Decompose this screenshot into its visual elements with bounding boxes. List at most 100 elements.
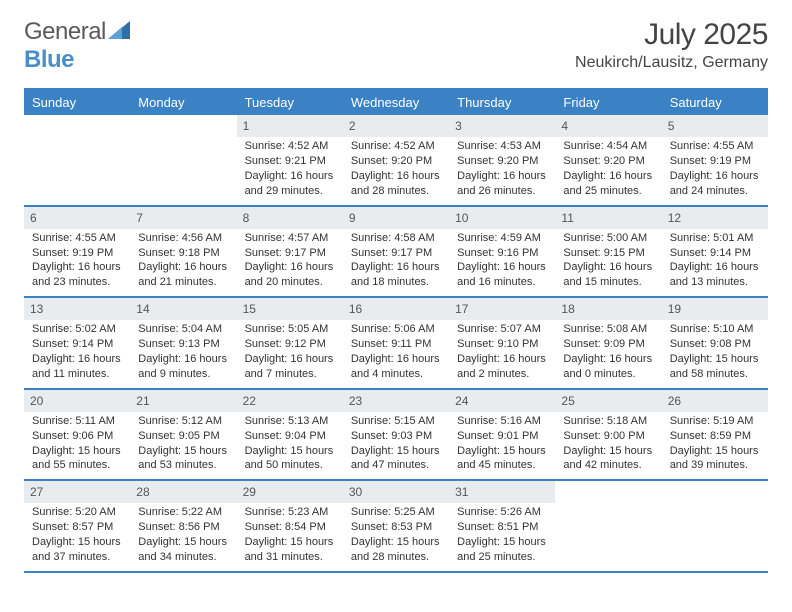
day-number: 9 — [343, 207, 449, 229]
daylight-text: and 39 minutes. — [670, 458, 760, 473]
daylight-text: Daylight: 16 hours — [670, 260, 760, 275]
sunset-text: Sunset: 9:19 PM — [670, 154, 760, 169]
daylight-text: and 0 minutes. — [563, 367, 653, 382]
daylight-text: Daylight: 15 hours — [245, 535, 335, 550]
day-cell: 12Sunrise: 5:01 AMSunset: 9:14 PMDayligh… — [662, 206, 768, 298]
week-row: 13Sunrise: 5:02 AMSunset: 9:14 PMDayligh… — [24, 297, 768, 389]
week-row: 6Sunrise: 4:55 AMSunset: 9:19 PMDaylight… — [24, 206, 768, 298]
day-cell: 15Sunrise: 5:05 AMSunset: 9:12 PMDayligh… — [237, 297, 343, 389]
sunrise-text: Sunrise: 4:56 AM — [138, 231, 228, 246]
day-number: 13 — [24, 298, 130, 320]
daylight-text: Daylight: 16 hours — [457, 169, 547, 184]
daylight-text: and 7 minutes. — [245, 367, 335, 382]
logo: General Blue — [24, 18, 130, 74]
daylight-text: Daylight: 15 hours — [351, 535, 441, 550]
sunrise-text: Sunrise: 5:11 AM — [32, 414, 122, 429]
day-cell: 3Sunrise: 4:53 AMSunset: 9:20 PMDaylight… — [449, 115, 555, 206]
sunset-text: Sunset: 9:10 PM — [457, 337, 547, 352]
day-number: 3 — [449, 115, 555, 137]
day-number: 15 — [237, 298, 343, 320]
daylight-text: and 42 minutes. — [563, 458, 653, 473]
sunrise-text: Sunrise: 5:16 AM — [457, 414, 547, 429]
daylight-text: and 26 minutes. — [457, 184, 547, 199]
day-cell: 26Sunrise: 5:19 AMSunset: 8:59 PMDayligh… — [662, 389, 768, 481]
day-cell: 21Sunrise: 5:12 AMSunset: 9:05 PMDayligh… — [130, 389, 236, 481]
daylight-text: and 58 minutes. — [670, 367, 760, 382]
day-cell: 28Sunrise: 5:22 AMSunset: 8:56 PMDayligh… — [130, 480, 236, 572]
sunset-text: Sunset: 9:21 PM — [245, 154, 335, 169]
day-number: 10 — [449, 207, 555, 229]
daylight-text: Daylight: 16 hours — [245, 169, 335, 184]
day-cell: 29Sunrise: 5:23 AMSunset: 8:54 PMDayligh… — [237, 480, 343, 572]
daylight-text: and 11 minutes. — [32, 367, 122, 382]
daylight-text: Daylight: 16 hours — [138, 352, 228, 367]
day-number: 5 — [662, 115, 768, 137]
col-head: Monday — [130, 90, 236, 115]
day-number: 20 — [24, 390, 130, 412]
sunset-text: Sunset: 8:51 PM — [457, 520, 547, 535]
daylight-text: Daylight: 16 hours — [351, 352, 441, 367]
sunset-text: Sunset: 9:03 PM — [351, 429, 441, 444]
logo-triangle-icon — [108, 21, 130, 39]
daylight-text: and 21 minutes. — [138, 275, 228, 290]
daylight-text: Daylight: 15 hours — [457, 444, 547, 459]
calendar-body: ..1Sunrise: 4:52 AMSunset: 9:21 PMDaylig… — [24, 115, 768, 572]
day-number: 19 — [662, 298, 768, 320]
daylight-text: and 45 minutes. — [457, 458, 547, 473]
col-head: Wednesday — [343, 90, 449, 115]
sunrise-text: Sunrise: 5:08 AM — [563, 322, 653, 337]
day-cell: 1Sunrise: 4:52 AMSunset: 9:21 PMDaylight… — [237, 115, 343, 206]
day-cell: 8Sunrise: 4:57 AMSunset: 9:17 PMDaylight… — [237, 206, 343, 298]
daylight-text: and 15 minutes. — [563, 275, 653, 290]
daylight-text: and 47 minutes. — [351, 458, 441, 473]
day-number: 24 — [449, 390, 555, 412]
sunset-text: Sunset: 9:13 PM — [138, 337, 228, 352]
daylight-text: Daylight: 16 hours — [563, 260, 653, 275]
day-number: 7 — [130, 207, 236, 229]
day-number: 1 — [237, 115, 343, 137]
daylight-text: Daylight: 16 hours — [32, 260, 122, 275]
sunset-text: Sunset: 8:57 PM — [32, 520, 122, 535]
sunrise-text: Sunrise: 5:12 AM — [138, 414, 228, 429]
daylight-text: Daylight: 16 hours — [563, 169, 653, 184]
daylight-text: Daylight: 16 hours — [351, 260, 441, 275]
daylight-text: Daylight: 15 hours — [32, 535, 122, 550]
sunset-text: Sunset: 9:08 PM — [670, 337, 760, 352]
empty-cell: . — [130, 115, 236, 206]
logo-text: General Blue — [24, 18, 130, 74]
sunrise-text: Sunrise: 5:15 AM — [351, 414, 441, 429]
day-cell: 5Sunrise: 4:55 AMSunset: 9:19 PMDaylight… — [662, 115, 768, 206]
logo-word-1: General — [24, 18, 106, 45]
day-number: 25 — [555, 390, 661, 412]
sunrise-text: Sunrise: 4:55 AM — [32, 231, 122, 246]
daylight-text: and 50 minutes. — [245, 458, 335, 473]
day-cell: 24Sunrise: 5:16 AMSunset: 9:01 PMDayligh… — [449, 389, 555, 481]
day-number: 11 — [555, 207, 661, 229]
location-label: Neukirch/Lausitz, Germany — [575, 54, 768, 72]
empty-cell: . — [24, 115, 130, 206]
sunset-text: Sunset: 8:59 PM — [670, 429, 760, 444]
daylight-text: and 2 minutes. — [457, 367, 547, 382]
daylight-text: Daylight: 15 hours — [138, 444, 228, 459]
sunrise-text: Sunrise: 5:18 AM — [563, 414, 653, 429]
sunrise-text: Sunrise: 5:01 AM — [670, 231, 760, 246]
daylight-text: and 28 minutes. — [351, 550, 441, 565]
sunrise-text: Sunrise: 5:05 AM — [245, 322, 335, 337]
sunset-text: Sunset: 9:11 PM — [351, 337, 441, 352]
sunset-text: Sunset: 8:56 PM — [138, 520, 228, 535]
day-cell: 6Sunrise: 4:55 AMSunset: 9:19 PMDaylight… — [24, 206, 130, 298]
sunrise-text: Sunrise: 5:19 AM — [670, 414, 760, 429]
day-header-row: Sunday Monday Tuesday Wednesday Thursday… — [24, 90, 768, 115]
page-title: July 2025 — [575, 18, 768, 52]
day-cell: 19Sunrise: 5:10 AMSunset: 9:08 PMDayligh… — [662, 297, 768, 389]
daylight-text: and 25 minutes. — [457, 550, 547, 565]
daylight-text: Daylight: 15 hours — [138, 535, 228, 550]
week-row: 27Sunrise: 5:20 AMSunset: 8:57 PMDayligh… — [24, 480, 768, 572]
sunset-text: Sunset: 9:14 PM — [32, 337, 122, 352]
sunset-text: Sunset: 9:16 PM — [457, 246, 547, 261]
week-row: 20Sunrise: 5:11 AMSunset: 9:06 PMDayligh… — [24, 389, 768, 481]
title-block: July 2025 Neukirch/Lausitz, Germany — [575, 18, 768, 72]
daylight-text: Daylight: 16 hours — [563, 352, 653, 367]
daylight-text: and 4 minutes. — [351, 367, 441, 382]
sunset-text: Sunset: 9:20 PM — [351, 154, 441, 169]
